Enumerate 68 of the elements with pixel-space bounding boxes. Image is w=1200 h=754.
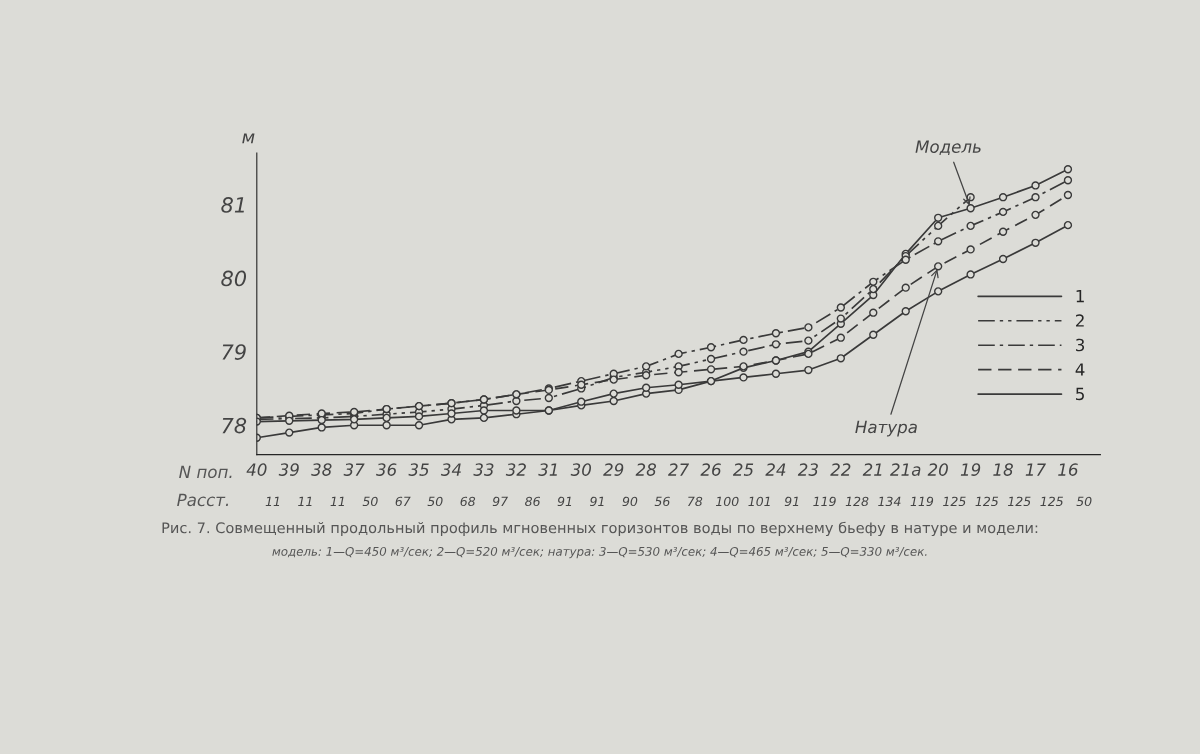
legend-label: 3: [1076, 338, 1085, 352]
x-tick-label: 16: [1058, 463, 1078, 476]
text: 125: [975, 496, 999, 507]
text: 101: [748, 496, 770, 507]
annotation: Модель: [915, 140, 981, 155]
x-tick-label: 37: [343, 463, 365, 476]
text: 100: [715, 496, 739, 507]
text: 90: [622, 496, 638, 507]
x-tick-label: 36: [376, 463, 397, 476]
x-tick-label: 33: [473, 463, 494, 476]
x-tick-label: 21a: [890, 463, 921, 476]
legend-label: 4: [1075, 363, 1085, 376]
x-tick-label: 29: [603, 463, 624, 476]
legend-label: 2: [1076, 314, 1084, 327]
text: 125: [943, 496, 966, 507]
text: 125: [1040, 496, 1063, 507]
text: 119: [813, 496, 836, 507]
y-axis-title: м: [242, 133, 255, 144]
x-tick-label: 38: [311, 463, 332, 476]
y-tick-label: 78: [222, 417, 247, 434]
x-axis-title: N поп.: [179, 465, 232, 479]
x-tick-label: 20: [927, 463, 948, 476]
x-tick-label: 21: [862, 463, 882, 476]
text: 78: [688, 496, 703, 507]
text: 97: [492, 496, 508, 507]
x-tick-label: 26: [700, 463, 721, 476]
x-tick-label: 27: [668, 463, 690, 476]
text: 119: [910, 496, 934, 507]
text: 50: [1076, 496, 1092, 507]
text: 134: [878, 496, 901, 507]
x-tick-label: 25: [732, 463, 754, 476]
text: 11: [265, 496, 280, 506]
text: 91: [590, 496, 604, 507]
x-tick-label: 40: [246, 463, 267, 476]
text: 50: [427, 496, 443, 507]
x-tick-label: 39: [278, 463, 299, 476]
text: 91: [784, 496, 799, 507]
text: 11: [298, 496, 312, 506]
x-tick-label: 30: [570, 463, 592, 476]
x-tick-label: 22: [830, 463, 851, 476]
text: 125: [1007, 496, 1031, 507]
text: 128: [845, 496, 869, 507]
x-tick-label: 32: [505, 463, 526, 476]
x-tick-label: 31: [538, 463, 557, 476]
text: 56: [654, 496, 670, 507]
text: Расст.: [177, 493, 229, 507]
y-tick-label: 81: [221, 197, 244, 213]
legend-label: 1: [1076, 290, 1084, 303]
y-tick-label: 79: [222, 344, 246, 360]
text: 67: [395, 496, 411, 507]
text: 11: [330, 496, 344, 506]
text: 91: [557, 496, 572, 507]
x-tick-label: 18: [993, 463, 1013, 476]
text: 86: [525, 496, 540, 507]
text: 50: [362, 496, 378, 507]
text: Рис. 7. Совмещенный продольный профиль мгновенных горизонтов воды по верхнему бьефу в натуре и модели:: [162, 521, 1038, 537]
x-tick-label: 34: [440, 463, 461, 476]
x-tick-label: 23: [797, 463, 818, 476]
x-tick-label: 19: [960, 463, 981, 476]
y-tick-label: 80: [221, 270, 247, 287]
x-tick-label: 35: [408, 463, 429, 476]
text: модель: 1—Q=450 м³/сек; 2—Q=520 м³/сек; натура: 3—Q=530 м³/сек; 4—Q=465 м³/сек; 5—Q=330 м³/сек.: [272, 546, 927, 559]
x-tick-label: 28: [635, 463, 657, 476]
text: 68: [460, 496, 476, 507]
annotation: Натура: [855, 420, 917, 437]
legend-label: 5: [1076, 387, 1084, 401]
x-tick-label: 17: [1025, 463, 1046, 476]
x-tick-label: 24: [765, 463, 786, 476]
